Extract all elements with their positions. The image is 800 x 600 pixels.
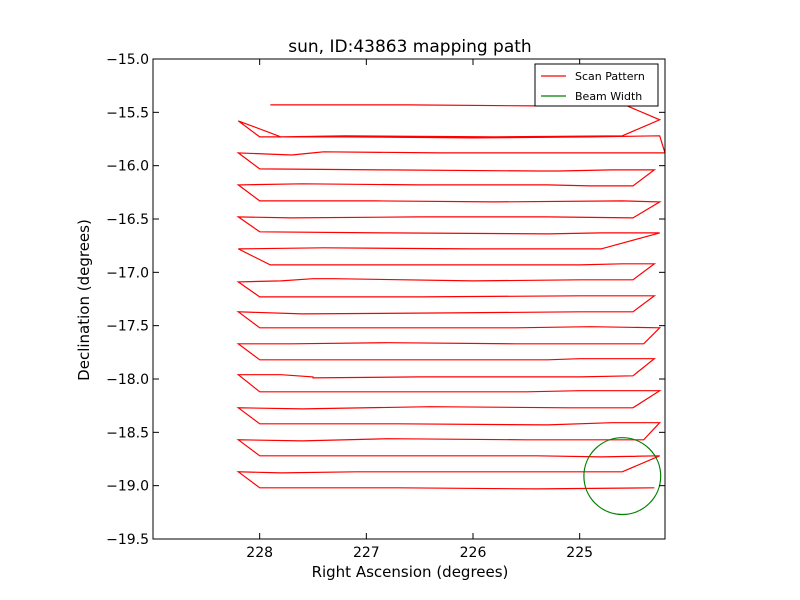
y-axis-label: Declination (degrees) (75, 219, 93, 381)
y-tick-label: −15.5 (106, 105, 149, 121)
y-tick-label: −17.0 (106, 265, 149, 281)
y-tick-label: −19.0 (106, 479, 149, 495)
y-tick-label: −18.0 (106, 372, 149, 388)
legend: Scan Pattern Beam Width (534, 63, 659, 107)
legend-label-beam-width: Beam Width (575, 90, 642, 103)
x-tick-label: 226 (460, 545, 487, 561)
y-tick-label: −17.5 (106, 319, 149, 335)
x-axis-ticks: 228 227 226 225 (246, 59, 593, 561)
y-tick-label: −19.5 (106, 532, 149, 548)
y-tick-label: −15.0 (106, 52, 149, 68)
plot-area-frame (152, 58, 666, 540)
y-tick-label: −16.5 (106, 212, 149, 228)
plot-data-layer (236, 103, 665, 516)
y-tick-label: −18.5 (106, 425, 149, 441)
y-axis-ticks: −15.0 −15.5 −16.0 −16.5 −17.0 −17.5 −18.0 −18.5… (106, 52, 665, 548)
x-tick-label: 227 (353, 545, 380, 561)
legend-box (534, 63, 659, 107)
chart-title: sun, ID:43863 mapping path (288, 37, 531, 57)
x-tick-label: 225 (566, 545, 593, 561)
beam-width-circle (583, 437, 662, 516)
legend-label-scan-pattern: Scan Pattern (575, 70, 645, 83)
scan-pattern-line (236, 103, 665, 490)
x-axis-label: Right Ascension (degrees) (312, 563, 509, 581)
x-tick-label: 228 (246, 545, 273, 561)
y-tick-label: −16.0 (106, 159, 149, 175)
